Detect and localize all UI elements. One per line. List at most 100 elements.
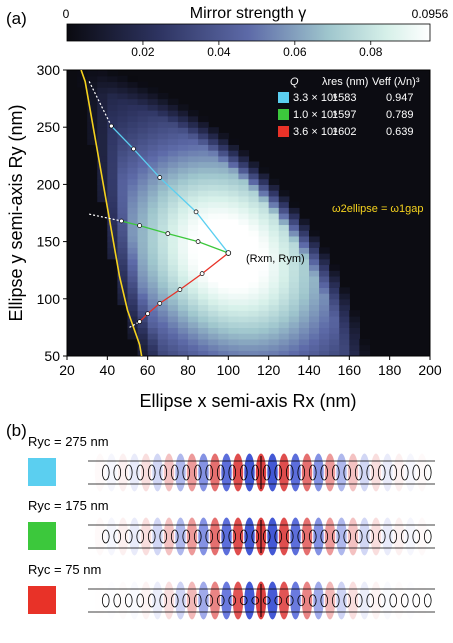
heatmap-cell bbox=[147, 304, 159, 311]
heatmap-cell bbox=[228, 321, 240, 328]
heatmap-cell bbox=[218, 350, 229, 356]
heatmap-cell bbox=[258, 184, 270, 191]
heatmap-cell bbox=[248, 201, 260, 208]
heatmap-cell bbox=[107, 167, 119, 174]
heatmap-cell bbox=[258, 310, 270, 317]
heatmap-cell bbox=[167, 327, 179, 334]
heatmap-cell bbox=[359, 338, 371, 346]
heatmap-cell bbox=[238, 258, 250, 266]
heatmap-cell bbox=[127, 258, 139, 266]
heatmap-cell bbox=[188, 275, 199, 283]
heatmap-cell bbox=[218, 172, 229, 180]
y-tick-label: 300 bbox=[37, 62, 61, 78]
heatmap-cell bbox=[218, 195, 229, 203]
heatmap-cell bbox=[87, 75, 98, 83]
heatmap-cell bbox=[107, 218, 119, 226]
heatmap-cell bbox=[248, 235, 260, 243]
heatmap-cell bbox=[248, 333, 260, 340]
heatmap-cell bbox=[127, 98, 139, 105]
heatmap-cell bbox=[117, 155, 129, 163]
heatmap-cell bbox=[157, 98, 169, 105]
heatmap-cell bbox=[278, 213, 290, 220]
heatmap-cell bbox=[298, 327, 310, 334]
heatmap-cell bbox=[258, 333, 270, 340]
heatmap-cell bbox=[117, 178, 129, 185]
heatmap-cell bbox=[278, 190, 290, 197]
series-point bbox=[193, 209, 199, 215]
field-lobe bbox=[336, 453, 347, 492]
heatmap-cell bbox=[258, 270, 270, 277]
hole bbox=[216, 529, 225, 544]
heatmap-cell bbox=[117, 87, 129, 94]
field-lobe bbox=[301, 581, 313, 620]
heatmap-cell bbox=[167, 178, 179, 185]
heatmap-cell bbox=[188, 321, 199, 328]
heatmap-cell bbox=[167, 138, 179, 145]
heatmap-cell bbox=[228, 235, 240, 243]
cavity-swatch bbox=[28, 458, 56, 486]
heatmap-cell bbox=[117, 293, 129, 300]
hole bbox=[400, 529, 409, 544]
heatmap-cell bbox=[339, 310, 350, 317]
heatmap-cell bbox=[147, 315, 159, 323]
heatmap-cell bbox=[188, 195, 199, 203]
heatmap-cell bbox=[248, 315, 260, 323]
heatmap-cell bbox=[157, 258, 169, 266]
heatmap-cell bbox=[218, 218, 229, 226]
heatmap-cell bbox=[188, 201, 199, 208]
series-dotted-segment bbox=[88, 81, 112, 127]
panel-a-label: (a) bbox=[6, 9, 27, 28]
heatmap-cell bbox=[218, 150, 229, 157]
heatmap-cell bbox=[278, 253, 290, 260]
field-lobe bbox=[140, 517, 152, 556]
heatmap-cell bbox=[137, 241, 149, 248]
heatmap-cell bbox=[309, 270, 320, 277]
field-lobe bbox=[267, 581, 278, 620]
heatmap-cell bbox=[167, 150, 179, 157]
heatmap-cell bbox=[238, 195, 250, 203]
heatmap-cell bbox=[238, 167, 250, 174]
heatmap-cell bbox=[107, 207, 119, 214]
heatmap-cell bbox=[298, 218, 310, 226]
heatmap-cell bbox=[309, 327, 320, 334]
field-lobe bbox=[152, 453, 163, 492]
heatmap-cell bbox=[127, 190, 139, 197]
heatmap-cell bbox=[218, 270, 229, 277]
heatmap-cell bbox=[107, 247, 119, 254]
y-tick-label: 200 bbox=[37, 176, 61, 192]
heatmap-cell bbox=[188, 247, 199, 254]
colorbar bbox=[66, 23, 431, 42]
heatmap-cell bbox=[147, 92, 159, 100]
heatmap-cell bbox=[248, 310, 260, 317]
heatmap-cell bbox=[117, 264, 129, 271]
hole bbox=[113, 464, 122, 481]
field-lobe bbox=[301, 453, 313, 492]
heatmap-cell bbox=[127, 138, 139, 145]
heatmap-cell bbox=[188, 161, 199, 168]
hole bbox=[228, 464, 237, 481]
hole bbox=[239, 464, 248, 481]
heatmap-cell bbox=[248, 167, 260, 174]
heatmap-cell bbox=[208, 127, 219, 134]
heatmap-cell bbox=[248, 350, 260, 356]
heatmap-cell bbox=[319, 247, 330, 254]
heatmap-cell bbox=[97, 138, 108, 145]
heatmap-cell bbox=[329, 281, 340, 288]
heatmap-cell bbox=[268, 304, 280, 311]
heatmap-cell bbox=[167, 270, 179, 277]
heatmap-cell bbox=[157, 350, 169, 356]
field-lobe bbox=[370, 581, 382, 620]
hole bbox=[170, 529, 179, 544]
heatmap-cell bbox=[188, 304, 199, 311]
heatmap-cell bbox=[107, 132, 119, 140]
heatmap-cell bbox=[107, 70, 119, 77]
heatmap-cell bbox=[198, 235, 209, 243]
hole bbox=[389, 464, 398, 481]
hole bbox=[193, 464, 202, 481]
heatmap-cell bbox=[177, 207, 189, 214]
heatmap-cell bbox=[147, 127, 159, 134]
heatmap-cell bbox=[87, 98, 98, 105]
plot-frame bbox=[66, 69, 431, 357]
heatmap-cell bbox=[127, 87, 139, 94]
heatmap-cell bbox=[137, 321, 149, 328]
